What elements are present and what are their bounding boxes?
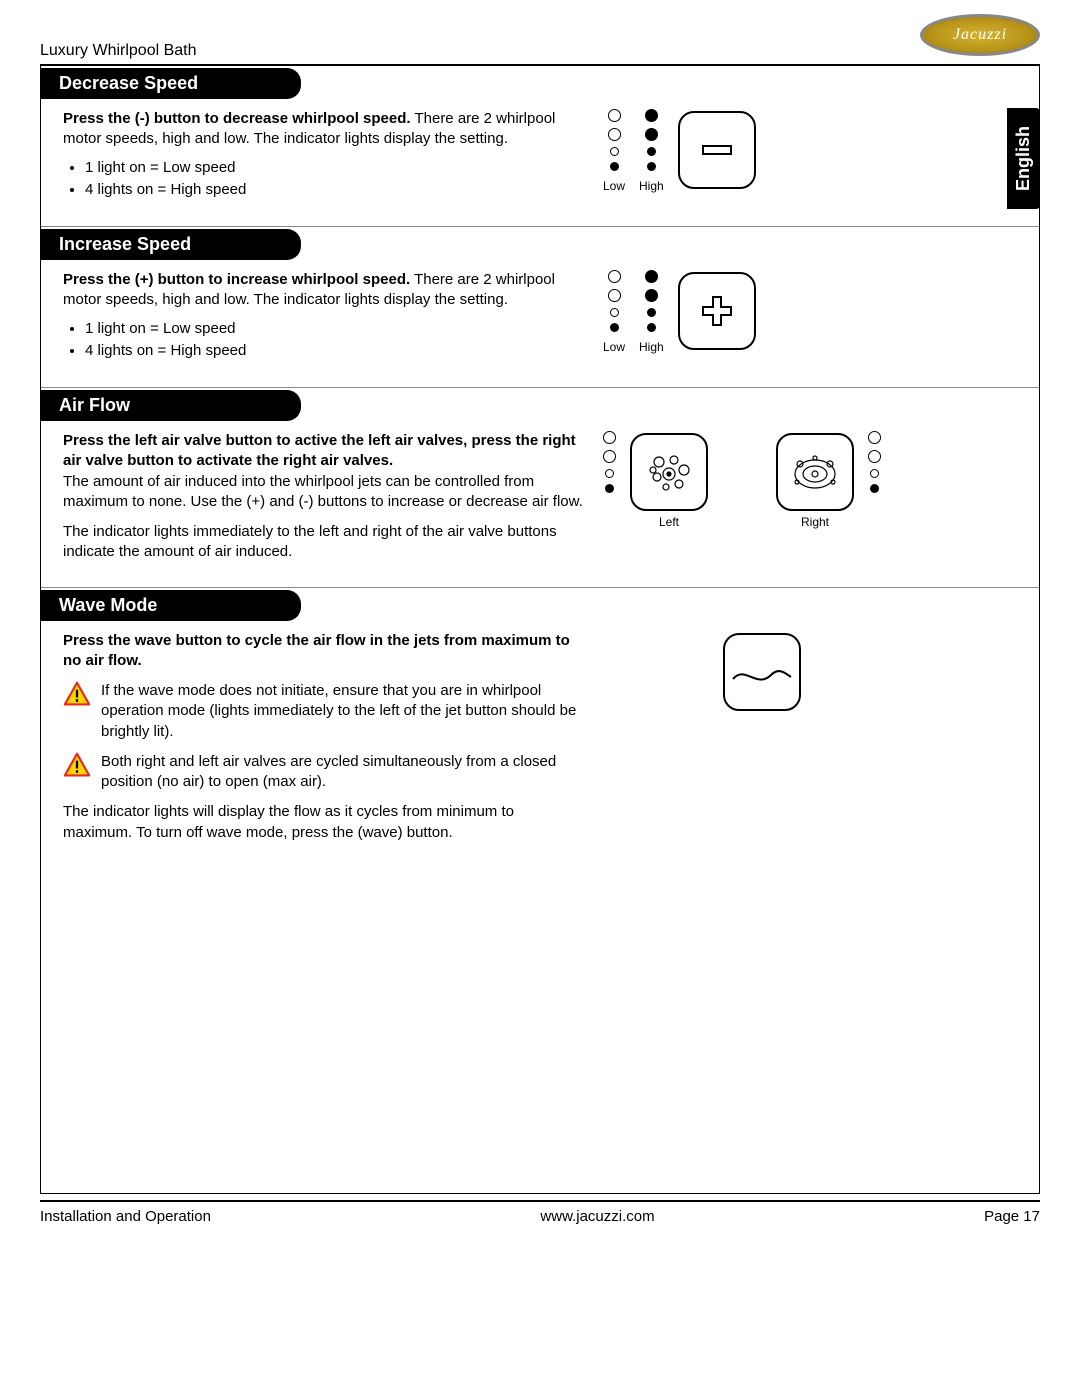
left-label: Left: [630, 515, 708, 529]
indicator-light-off: [608, 289, 621, 302]
wave-icon: [727, 637, 797, 707]
high-lights: High: [639, 109, 664, 193]
instruction-desc: The amount of air induced into the whirl…: [63, 472, 583, 513]
header-title: Luxury Whirlpool Bath: [40, 42, 197, 62]
page-header: Luxury Whirlpool Bath Jacuzzi: [40, 20, 1040, 62]
warning-text: If the wave mode does not initiate, ensu…: [101, 681, 583, 742]
left-valve-group: Left: [630, 431, 708, 529]
high-label: High: [639, 340, 664, 354]
section-decrease-speed: Decrease Speed Press the (-) button to d…: [41, 66, 1039, 227]
indicator-light-off: [608, 128, 621, 141]
indicator-light-off: [610, 308, 619, 317]
instruction-bold: Press the (-) button to decrease whirlpo…: [63, 110, 411, 127]
section-text: Press the (-) button to decrease whirlpo…: [63, 109, 583, 202]
section-text: Press the wave button to cycle the air f…: [63, 631, 583, 843]
bullet-item: 4 lights on = High speed: [85, 341, 583, 361]
plus-button-icon: [678, 272, 756, 350]
speed-bullets: 1 light on = Low speed 4 lights on = Hig…: [63, 158, 583, 201]
wave-diagram: [723, 631, 801, 843]
indicator-light-on: [645, 109, 658, 122]
indicator-light-on: [645, 270, 658, 283]
section-increase-speed: Increase Speed Press the (+) button to i…: [41, 227, 1039, 388]
airflow-diagram: Left: [603, 431, 881, 563]
indicator-light-off: [610, 147, 619, 156]
footer-left: Installation and Operation: [40, 1208, 211, 1225]
warning-row: Both right and left air valves are cycle…: [63, 752, 583, 793]
warning-text: Both right and left air valves are cycle…: [101, 752, 583, 793]
indicator-light-on: [645, 289, 658, 302]
low-lights: Low: [603, 270, 625, 354]
section-title: Air Flow: [41, 390, 301, 421]
minus-icon: [702, 145, 732, 155]
indicator-light-on: [610, 162, 619, 171]
right-valve-group: Right: [776, 431, 854, 529]
indicator-light-off: [868, 450, 881, 463]
minus-button-icon: [678, 111, 756, 189]
footer-center: www.jacuzzi.com: [540, 1208, 654, 1225]
low-label: Low: [603, 179, 625, 193]
section-title: Wave Mode: [41, 590, 301, 621]
indicator-light-off: [605, 469, 614, 478]
indicator-light-off: [608, 109, 621, 122]
speed-bullets: 1 light on = Low speed 4 lights on = Hig…: [63, 319, 583, 362]
left-lights: [603, 431, 616, 493]
bullet-item: 4 lights on = High speed: [85, 180, 583, 200]
bullet-item: 1 light on = Low speed: [85, 158, 583, 178]
indicator-light-on: [645, 128, 658, 141]
instruction-bold: Press the left air valve button to activ…: [63, 431, 583, 472]
page-body: English Decrease Speed Press the (-) but…: [40, 64, 1040, 1194]
section-title: Increase Speed: [41, 229, 301, 260]
left-air-valve-icon: [630, 433, 708, 511]
section-wave-mode: Wave Mode Press the wave button to cycle…: [41, 588, 1039, 867]
section-text: Press the (+) button to increase whirlpo…: [63, 270, 583, 363]
right-air-valve-icon: [776, 433, 854, 511]
instruction-bold: Press the (+) button to increase whirlpo…: [63, 271, 410, 288]
low-label: Low: [603, 340, 625, 354]
warning-row: If the wave mode does not initiate, ensu…: [63, 681, 583, 742]
indicator-light-on: [610, 323, 619, 332]
indicator-light-on: [647, 308, 656, 317]
indicator-light-on: [605, 484, 614, 493]
plus-icon: [699, 293, 735, 329]
high-label: High: [639, 179, 664, 193]
indicator-light-on: [647, 147, 656, 156]
indicator-light-on: [870, 484, 879, 493]
instruction-desc2: The indicator lights immediately to the …: [63, 522, 583, 563]
instruction-bold: Press the wave button to cycle the air f…: [63, 631, 583, 672]
warning-icon: [63, 752, 91, 778]
low-lights: Low: [603, 109, 625, 193]
indicator-light-on: [647, 162, 656, 171]
increase-diagram: Low High: [603, 270, 756, 363]
right-label: Right: [776, 515, 854, 529]
language-tab: English: [1007, 108, 1040, 209]
indicator-light-off: [603, 431, 616, 444]
right-lights: [868, 431, 881, 493]
instruction-desc: The indicator lights will display the fl…: [63, 802, 583, 843]
indicator-light-off: [870, 469, 879, 478]
decrease-diagram: Low High: [603, 109, 756, 202]
bullet-item: 1 light on = Low speed: [85, 319, 583, 339]
wave-button-icon: [723, 633, 801, 711]
warning-icon: [63, 681, 91, 707]
section-title: Decrease Speed: [41, 68, 301, 99]
section-text: Press the left air valve button to activ…: [63, 431, 583, 563]
page-footer: Installation and Operation www.jacuzzi.c…: [40, 1200, 1040, 1225]
indicator-light-off: [608, 270, 621, 283]
brand-logo: Jacuzzi: [920, 14, 1040, 56]
indicator-light-off: [868, 431, 881, 444]
footer-right: Page 17: [984, 1208, 1040, 1225]
indicator-light-on: [647, 323, 656, 332]
section-air-flow: Air Flow Press the left air valve button…: [41, 388, 1039, 588]
indicator-light-off: [603, 450, 616, 463]
high-lights: High: [639, 270, 664, 354]
